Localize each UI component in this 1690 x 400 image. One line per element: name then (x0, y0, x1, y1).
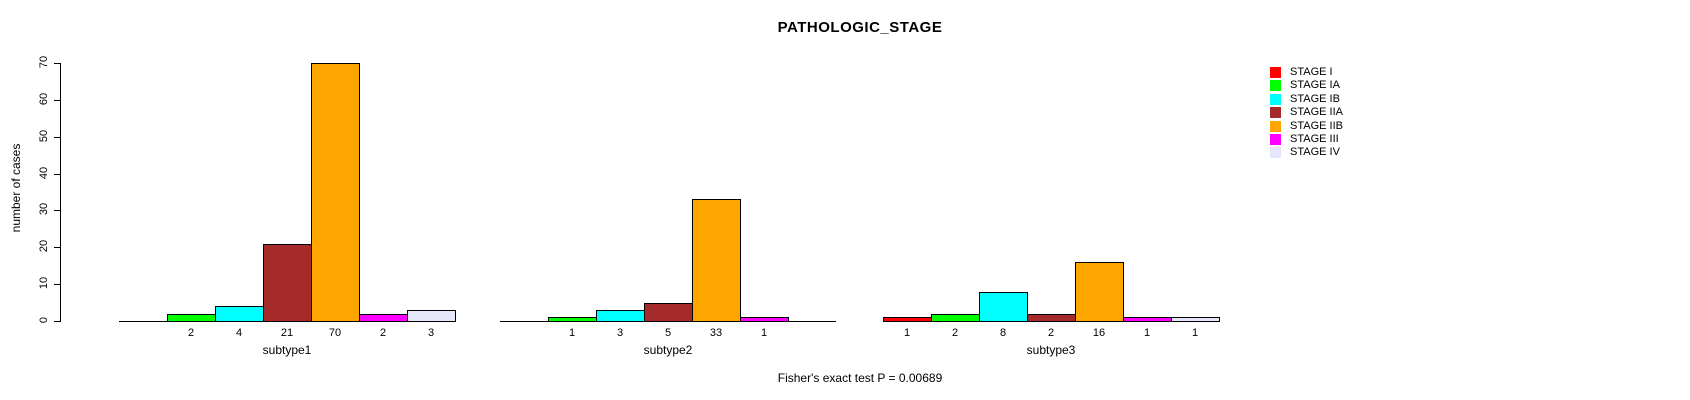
bar-stage-ib (215, 306, 264, 322)
y-tick-mark (54, 247, 60, 248)
bar-value-label: 70 (328, 327, 342, 339)
bar-stage-iib (692, 199, 741, 322)
bar-value-label: 3 (427, 327, 435, 339)
bar-stage-ia (548, 317, 597, 322)
bar-value-label: 1 (760, 327, 768, 339)
group-label-subtype1: subtype1 (262, 343, 312, 357)
bar-stage-iv (1171, 317, 1220, 322)
bar-value-label: 4 (235, 327, 243, 339)
bar-stage-ib (596, 310, 645, 322)
y-tick-mark (54, 174, 60, 175)
y-tick-mark (54, 100, 60, 101)
bar-value-label: 2 (187, 327, 195, 339)
y-tick-label: 30 (38, 202, 50, 216)
bar-value-label: 16 (1092, 327, 1106, 339)
bar-stage-iii (359, 314, 408, 322)
bar-value-label: 21 (280, 327, 294, 339)
bar-stage-ib (979, 292, 1028, 322)
y-tick-label: 0 (38, 316, 50, 324)
y-tick-mark (54, 63, 60, 64)
bar-stage-i (883, 317, 932, 322)
bar-stage-iv (407, 310, 456, 322)
bar-value-label: 8 (999, 327, 1007, 339)
y-tick-mark (54, 284, 60, 285)
y-tick-mark (54, 210, 60, 211)
bar-stage-iii (1123, 317, 1172, 322)
group-label-subtype3: subtype3 (1026, 343, 1076, 357)
y-tick-mark (54, 321, 60, 322)
bar-value-label: 33 (709, 327, 723, 339)
bar-value-label: 3 (616, 327, 624, 339)
bar-value-label: 2 (1047, 327, 1055, 339)
y-tick-label: 40 (38, 166, 50, 180)
bar-value-label: 1 (903, 327, 911, 339)
bar-stage-ia (167, 314, 216, 322)
bar-stage-iia (644, 303, 693, 322)
y-tick-label: 10 (38, 276, 50, 290)
y-tick-label: 70 (38, 55, 50, 69)
bar-value-label: 1 (568, 327, 576, 339)
bar-value-label: 2 (951, 327, 959, 339)
group-label-subtype2: subtype2 (643, 343, 693, 357)
y-tick-mark (54, 137, 60, 138)
bar-stage-iib (1075, 262, 1124, 322)
y-tick-label: 50 (38, 129, 50, 143)
y-axis-line (60, 63, 61, 322)
y-tick-label: 60 (38, 92, 50, 106)
bar-stage-iib (311, 63, 360, 322)
fishers-test-annotation: Fisher's exact test P = 0.00689 (777, 371, 943, 385)
bar-stage-iii (740, 317, 789, 322)
bar-stage-iia (1027, 314, 1076, 322)
bar-value-label: 5 (664, 327, 672, 339)
bar-value-label: 1 (1191, 327, 1199, 339)
bar-stage-iia (263, 244, 312, 322)
y-tick-label: 20 (38, 239, 50, 253)
bar-stage-ia (931, 314, 980, 322)
chart-title: PATHOLOGIC_STAGE (777, 19, 943, 36)
bar-value-label: 1 (1143, 327, 1151, 339)
bar-value-label: 2 (379, 327, 387, 339)
